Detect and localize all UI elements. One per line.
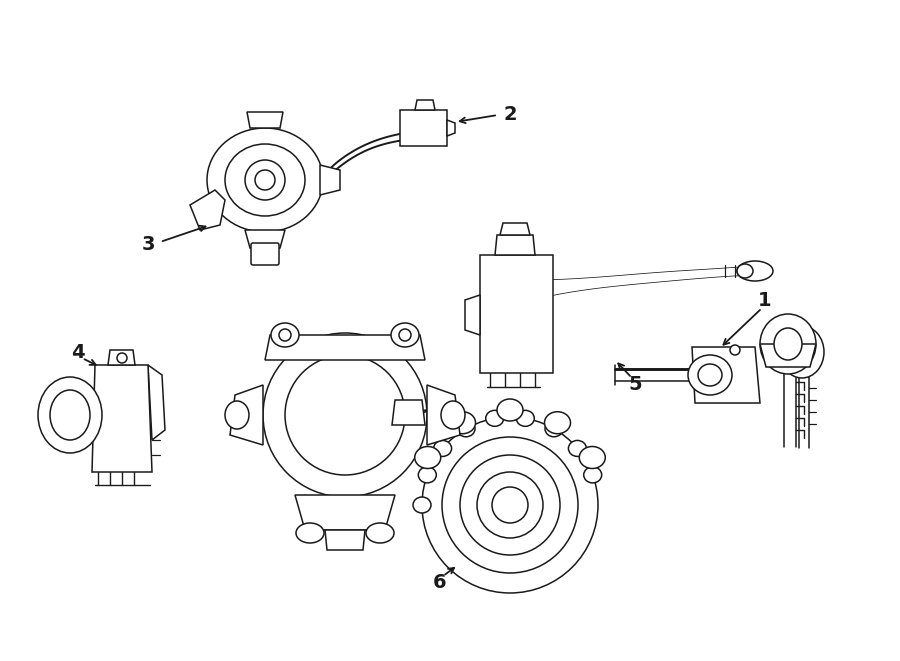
Circle shape	[442, 437, 578, 573]
Ellipse shape	[580, 446, 606, 469]
Polygon shape	[148, 365, 165, 440]
Ellipse shape	[545, 421, 563, 437]
Ellipse shape	[486, 410, 504, 426]
Ellipse shape	[413, 497, 431, 513]
Ellipse shape	[544, 412, 571, 434]
Circle shape	[460, 455, 560, 555]
Polygon shape	[400, 110, 447, 146]
Polygon shape	[415, 100, 435, 110]
Polygon shape	[295, 495, 395, 530]
Circle shape	[279, 329, 291, 341]
Ellipse shape	[737, 261, 773, 281]
Circle shape	[492, 487, 528, 523]
Ellipse shape	[207, 128, 323, 232]
Text: 3: 3	[141, 235, 155, 254]
Polygon shape	[760, 344, 816, 367]
Ellipse shape	[517, 410, 535, 426]
Circle shape	[255, 170, 275, 190]
Ellipse shape	[737, 264, 753, 278]
Ellipse shape	[434, 440, 452, 457]
FancyBboxPatch shape	[251, 243, 279, 265]
Text: 2: 2	[503, 106, 517, 124]
Circle shape	[730, 345, 740, 355]
Circle shape	[245, 160, 285, 200]
Polygon shape	[692, 347, 760, 403]
Ellipse shape	[415, 446, 441, 469]
Polygon shape	[480, 255, 553, 373]
Ellipse shape	[791, 339, 813, 365]
Circle shape	[263, 333, 427, 497]
Ellipse shape	[457, 421, 475, 437]
Polygon shape	[495, 235, 535, 255]
Text: 1: 1	[758, 290, 772, 309]
Polygon shape	[392, 400, 425, 425]
Ellipse shape	[760, 314, 816, 374]
Polygon shape	[325, 530, 365, 550]
Circle shape	[285, 355, 405, 475]
Ellipse shape	[296, 523, 324, 543]
Text: 6: 6	[433, 574, 446, 592]
Circle shape	[117, 353, 127, 363]
Polygon shape	[320, 165, 340, 195]
Polygon shape	[92, 365, 152, 472]
Polygon shape	[247, 112, 283, 128]
Text: 4: 4	[71, 342, 85, 362]
Ellipse shape	[225, 401, 249, 429]
Ellipse shape	[584, 467, 602, 483]
Ellipse shape	[688, 355, 732, 395]
Polygon shape	[108, 350, 135, 365]
Polygon shape	[500, 223, 530, 235]
Polygon shape	[553, 267, 745, 295]
Ellipse shape	[497, 399, 523, 421]
Polygon shape	[190, 190, 225, 230]
Polygon shape	[447, 120, 455, 136]
Ellipse shape	[38, 377, 102, 453]
Polygon shape	[230, 385, 263, 445]
Ellipse shape	[698, 364, 722, 386]
Ellipse shape	[449, 412, 475, 434]
Ellipse shape	[366, 523, 394, 543]
Polygon shape	[465, 295, 480, 335]
Ellipse shape	[441, 401, 465, 429]
Circle shape	[399, 329, 411, 341]
Ellipse shape	[271, 323, 299, 347]
Ellipse shape	[391, 323, 419, 347]
Ellipse shape	[418, 467, 436, 483]
Circle shape	[422, 417, 598, 593]
Circle shape	[477, 472, 543, 538]
Polygon shape	[245, 230, 285, 248]
Text: 5: 5	[628, 375, 642, 395]
Ellipse shape	[50, 390, 90, 440]
Ellipse shape	[774, 328, 802, 360]
Ellipse shape	[225, 144, 305, 216]
Polygon shape	[427, 385, 460, 445]
Ellipse shape	[569, 440, 587, 457]
Polygon shape	[265, 335, 425, 360]
Ellipse shape	[780, 326, 824, 378]
